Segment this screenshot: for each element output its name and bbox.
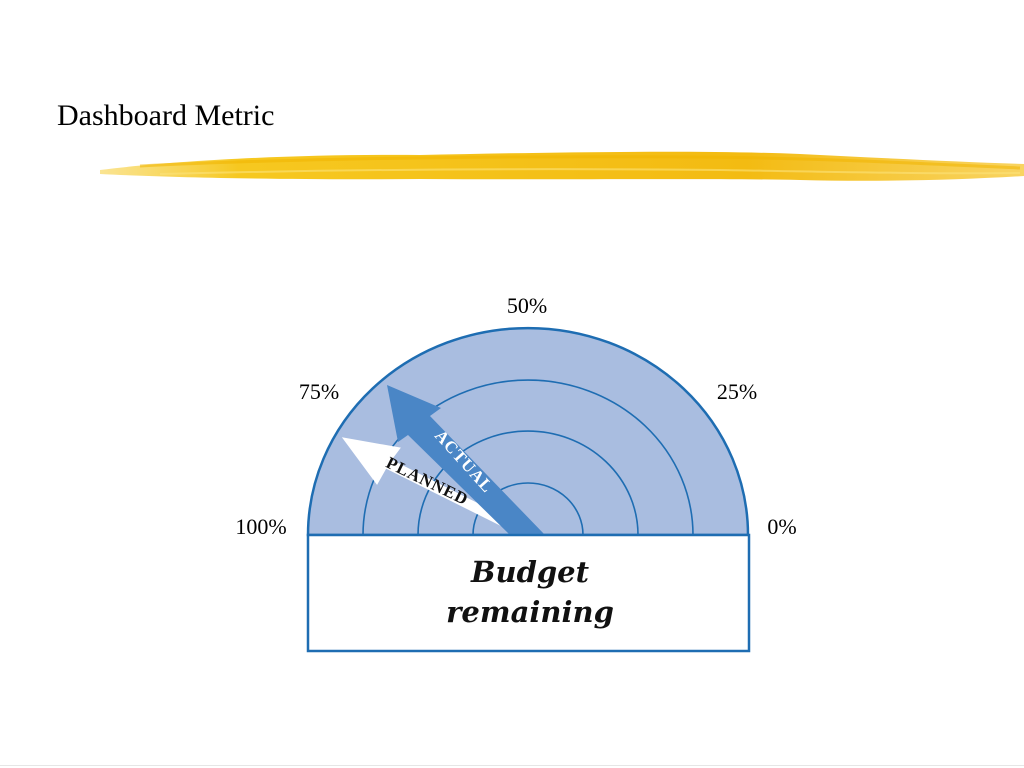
budget-box — [306, 533, 751, 653]
title-underline-brushstroke — [100, 151, 1024, 181]
tick-label-100: 100% — [235, 514, 286, 539]
tick-label-75: 75% — [299, 379, 339, 404]
tick-label-50: 50% — [507, 293, 547, 318]
budget-text-line-2: remaining — [446, 595, 614, 629]
tick-label-0: 0% — [767, 514, 796, 539]
slide-title: Dashboard Metric — [57, 99, 275, 132]
tick-label-25: 25% — [717, 379, 757, 404]
bottom-divider — [0, 765, 1024, 766]
budget-text-line-1: Budget — [470, 555, 590, 589]
